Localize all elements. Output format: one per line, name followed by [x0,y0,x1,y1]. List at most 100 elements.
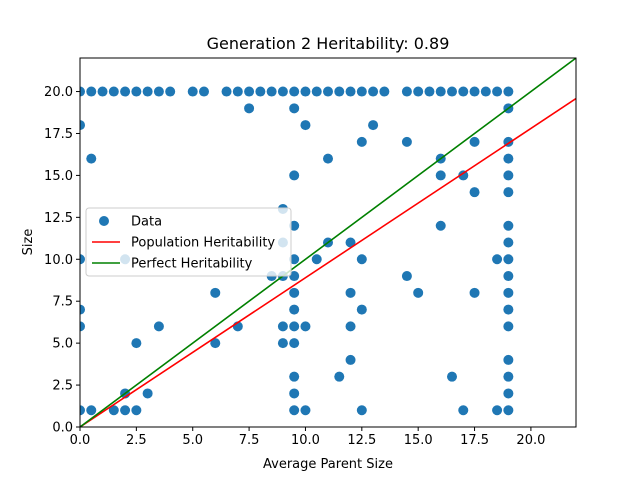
legend-label-data: Data [131,215,162,230]
data-point [244,103,255,114]
fit-lines [80,58,576,427]
y-tick-label: 0.0 [52,421,73,436]
data-point [300,120,311,131]
data-point [277,86,288,97]
y-tick-label: 12.5 [44,211,73,226]
data-point [503,271,514,282]
data-point [120,86,131,97]
data-point [289,405,300,416]
data-point [210,287,221,298]
data-point [108,86,119,97]
data-point [289,271,300,282]
population-heritability-line [80,97,576,427]
perfect-heritability-line [80,58,576,427]
data-point [86,405,97,416]
data-point [289,254,300,265]
data-point [458,86,469,97]
data-point [334,86,345,97]
x-tick-label: 0.0 [70,433,91,448]
plot-area: 0.0 2.5 5.0 7.5 10.0 12.5 15.0 17.5 20.0 0.0 2.5 5.… [44,57,577,448]
x-tick-label: 17.5 [460,433,489,448]
y-tick-label: 7.5 [52,295,73,310]
y-tick-label: 17.5 [44,127,73,142]
data-point [458,170,469,181]
data-point [323,86,333,97]
data-point [80,120,85,131]
data-point [142,86,153,97]
data-point [503,405,514,416]
data-point [356,136,367,147]
data-point [311,254,322,265]
legend: Data Population Heritability Perfect Herit… [85,207,292,277]
data-point [447,86,457,97]
data-point [424,86,435,97]
x-axis-label: Average Parent Size [263,457,393,472]
data-point [289,103,300,114]
data-point [435,170,446,181]
x-tick-label: 10.0 [291,433,320,448]
x-tick-label: 12.5 [347,433,376,448]
y-tick-label: 15.0 [44,169,73,184]
data-point [469,287,480,298]
data-point [289,170,300,181]
data-point [503,220,514,231]
data-point [345,354,356,365]
axes-frame [79,57,577,428]
data-point [289,287,300,298]
data-point [503,287,514,298]
legend-label-population: Population Heritability [131,236,275,251]
data-point [435,86,446,97]
data-point [368,86,379,97]
data-point [469,136,480,147]
x-tick-label: 7.5 [239,433,260,448]
data-point [492,254,503,265]
data-point [80,86,85,97]
data-point [131,405,142,416]
data-point [86,153,97,164]
data-point [503,321,514,332]
data-point [503,153,514,164]
data-point [153,86,164,97]
data-point [80,405,85,416]
data-point [503,254,514,265]
data-point [503,187,514,198]
data-point [401,271,412,282]
data-point [469,187,480,198]
data-point [503,354,514,365]
data-point [356,304,367,315]
data-point [334,371,345,382]
data-point [323,153,333,164]
y-axis-label: Size [21,229,36,256]
data-point [131,338,142,349]
y-tick-label: 20.0 [44,85,73,100]
data-point [289,338,300,349]
data-point [435,220,446,231]
data-point [221,86,232,97]
data-point [131,86,142,97]
data-point [356,405,367,416]
data-point [80,254,85,265]
data-point [266,86,277,97]
data-point [232,86,243,97]
data-point [255,86,266,97]
data-point [379,86,390,97]
data-point [345,321,356,332]
data-point [345,237,356,248]
data-point [503,170,514,181]
data-point [356,86,367,97]
data-point [401,86,412,97]
data-point [80,321,85,332]
data-point [300,405,311,416]
data-point [503,86,514,97]
y-tick-label: 5.0 [52,337,73,352]
data-point [345,86,356,97]
data-point [80,304,85,315]
data-point [458,405,469,416]
data-point [345,287,356,298]
y-tick-label: 10.0 [44,253,73,268]
data-point [492,86,503,97]
data-point [120,405,131,416]
data-point [503,237,514,248]
data-point [165,86,176,97]
